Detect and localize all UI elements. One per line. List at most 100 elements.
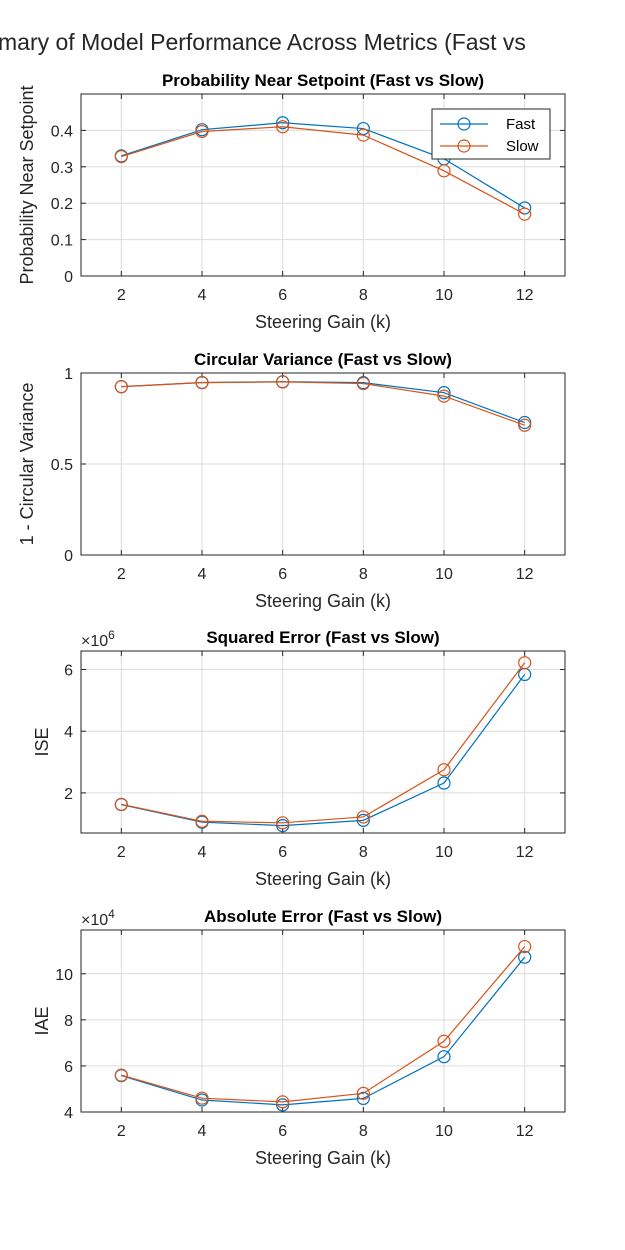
data-point-slow bbox=[437, 763, 451, 777]
y-tick-label: 0.4 bbox=[51, 123, 73, 140]
y-tick-label: 0.1 bbox=[51, 233, 73, 250]
axis-border bbox=[80, 93, 566, 277]
y-exponent-label: ×106 bbox=[81, 628, 115, 650]
data-point-slow bbox=[276, 120, 290, 134]
x-tick-label: 12 bbox=[516, 1123, 534, 1140]
x-tick-label: 2 bbox=[117, 287, 126, 304]
y-exponent-label: ×104 bbox=[81, 907, 115, 929]
series-line-fast bbox=[121, 956, 526, 1106]
x-tick-label: 12 bbox=[516, 844, 534, 861]
y-axis-label: ISE bbox=[32, 727, 52, 756]
legend: Fast Slow bbox=[431, 108, 551, 160]
axis-border bbox=[80, 650, 566, 834]
data-point-slow bbox=[195, 376, 209, 390]
y-tick-label: 0.2 bbox=[51, 196, 73, 213]
x-tick-label: 6 bbox=[278, 844, 287, 861]
data-point-fast bbox=[276, 818, 290, 833]
data-point-slow bbox=[437, 389, 451, 403]
x-axis-label: Steering Gain (k) bbox=[255, 591, 391, 611]
x-tick-label: 8 bbox=[359, 844, 368, 861]
data-point-slow bbox=[114, 380, 128, 394]
y-axis-label: Probability Near Setpoint bbox=[17, 85, 37, 284]
y-tick-label: 0 bbox=[64, 548, 73, 565]
y-tick-label: 0.5 bbox=[51, 457, 73, 474]
x-tick-label: 2 bbox=[117, 1123, 126, 1140]
series-line-slow bbox=[121, 126, 525, 215]
data-point-fast bbox=[437, 776, 451, 790]
plot-area bbox=[80, 650, 566, 834]
y-axis-label: 1 - Circular Variance bbox=[17, 383, 37, 546]
x-tick-label: 10 bbox=[435, 1123, 453, 1140]
data-point-slow bbox=[276, 816, 290, 830]
data-point-slow bbox=[356, 376, 370, 391]
data-point-slow bbox=[276, 1095, 290, 1109]
series-line-fast bbox=[121, 122, 525, 209]
data-point-slow bbox=[114, 1068, 128, 1082]
legend-marker bbox=[457, 139, 471, 153]
data-point-slow bbox=[518, 207, 532, 221]
x-tick-label: 6 bbox=[278, 566, 287, 583]
legend-box bbox=[431, 108, 551, 160]
data-point-slow bbox=[356, 1086, 370, 1100]
data-point-fast bbox=[276, 1098, 290, 1112]
x-tick-label: 6 bbox=[278, 1123, 287, 1140]
series-line-slow bbox=[121, 946, 526, 1103]
series-line-fast bbox=[121, 674, 526, 827]
subplot-3: 2 4 6 8 10 12 2 4 6 ×106 Squared Error (Fast vs Sl… bbox=[32, 628, 566, 889]
data-point-fast bbox=[356, 813, 370, 827]
x-tick-label: 8 bbox=[359, 566, 368, 583]
y-tick-label: 8 bbox=[64, 1013, 73, 1030]
x-tick-label: 10 bbox=[435, 844, 453, 861]
subplot-1: 2 4 6 8 10 12 0 0.1 0.2 0.3 0.4 Probability Near Se… bbox=[17, 71, 566, 332]
y-tick-label: 6 bbox=[64, 663, 73, 680]
x-tick-label: 2 bbox=[117, 566, 126, 583]
subplot-title: Absolute Error (Fast vs Slow) bbox=[204, 907, 442, 926]
subplot-title: Circular Variance (Fast vs Slow) bbox=[194, 350, 452, 369]
series-line-slow bbox=[121, 381, 525, 426]
subplot-title: Probability Near Setpoint (Fast vs Slow) bbox=[162, 71, 484, 90]
data-point-fast bbox=[437, 1050, 451, 1064]
y-tick-label: 4 bbox=[64, 724, 73, 741]
x-tick-label: 8 bbox=[359, 1123, 368, 1140]
subplot-2: 2 4 6 8 10 12 0 0.5 1 Circular Variance (Fast vs … bbox=[17, 350, 566, 611]
y-tick-label: 10 bbox=[55, 967, 73, 984]
data-point-slow bbox=[195, 814, 209, 828]
legend-marker bbox=[457, 117, 471, 131]
x-axis-label: Steering Gain (k) bbox=[255, 312, 391, 332]
x-tick-label: 6 bbox=[278, 287, 287, 304]
x-tick-label: 8 bbox=[359, 287, 368, 304]
data-point-slow bbox=[195, 124, 209, 139]
y-tick-label: 1 bbox=[64, 366, 73, 383]
data-point-slow bbox=[437, 164, 451, 178]
data-point-slow bbox=[356, 810, 370, 824]
x-tick-label: 4 bbox=[198, 287, 207, 304]
y-tick-label: 0.3 bbox=[51, 160, 73, 177]
legend-label: Fast bbox=[506, 116, 536, 133]
data-point-fast bbox=[518, 950, 532, 964]
x-tick-label: 12 bbox=[516, 287, 534, 304]
data-point-slow bbox=[518, 656, 532, 670]
x-tick-label: 10 bbox=[435, 566, 453, 583]
data-point-slow bbox=[437, 1034, 451, 1048]
axis-border bbox=[80, 929, 566, 1113]
data-point-fast bbox=[356, 1091, 370, 1106]
legend-label: Slow bbox=[506, 138, 539, 155]
data-point-slow bbox=[518, 939, 532, 954]
x-tick-label: 12 bbox=[516, 566, 534, 583]
x-tick-label: 4 bbox=[198, 1123, 207, 1140]
data-point-slow bbox=[276, 375, 290, 389]
data-point-slow bbox=[114, 150, 128, 164]
subplot-4: 2 4 6 8 10 12 4 6 8 10 ×104 Absolute Error (Fast vs… bbox=[32, 907, 566, 1168]
x-tick-label: 10 bbox=[435, 287, 453, 304]
subplot-title: Squared Error (Fast vs Slow) bbox=[206, 628, 439, 647]
figure-suptitle: mary of Model Performance Across Metrics… bbox=[0, 29, 526, 55]
plot-area bbox=[80, 929, 566, 1113]
x-tick-label: 4 bbox=[198, 566, 207, 583]
x-tick-label: 2 bbox=[117, 844, 126, 861]
x-tick-label: 4 bbox=[198, 844, 207, 861]
y-axis-label: IAE bbox=[32, 1006, 52, 1035]
y-tick-label: 6 bbox=[64, 1059, 73, 1076]
data-point-slow bbox=[356, 128, 370, 142]
data-point-slow bbox=[195, 1091, 209, 1105]
